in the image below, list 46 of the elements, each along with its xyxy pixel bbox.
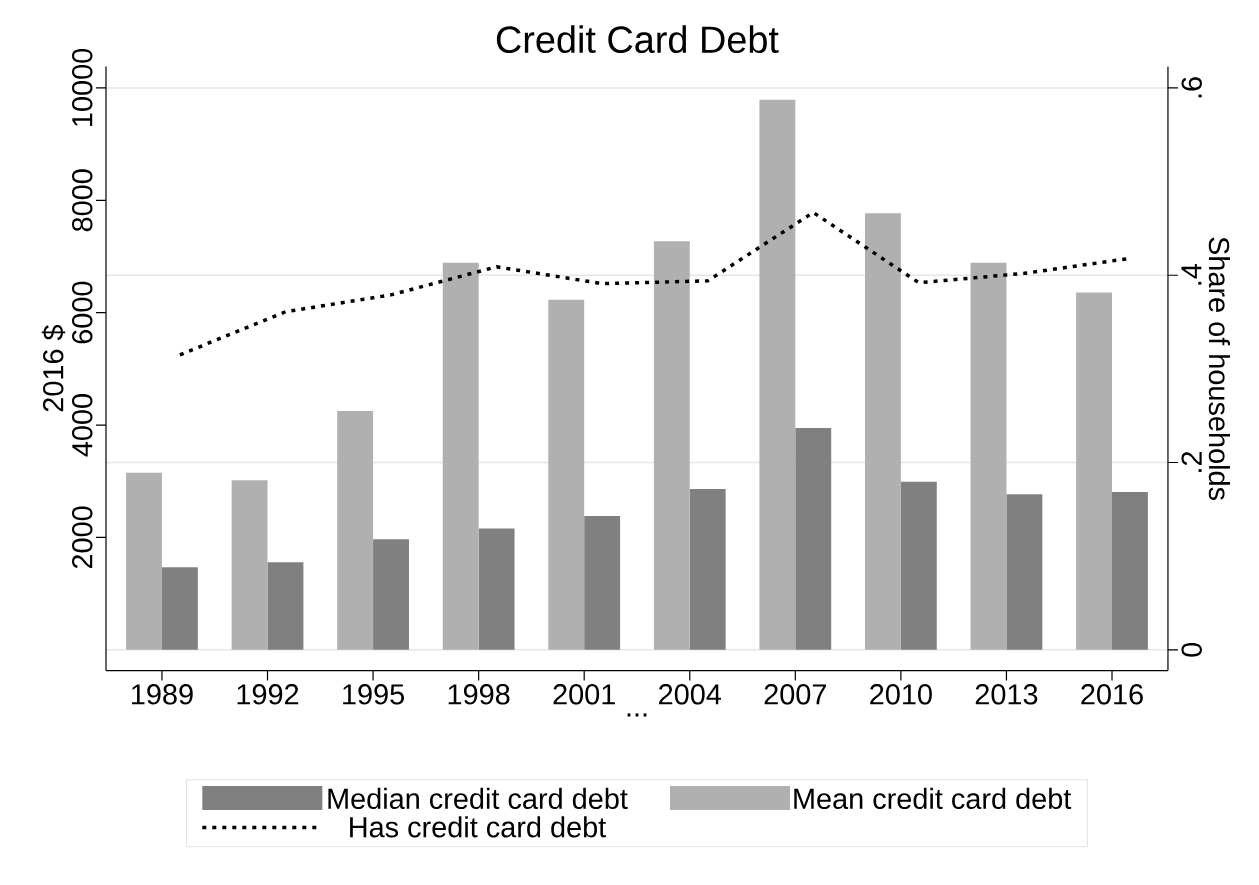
bar: [865, 213, 901, 650]
y-axis-title: 2016 $: [41, 324, 66, 412]
x-tick-label: 1998: [448, 684, 510, 705]
x-tick-label: 1995: [343, 684, 404, 705]
y2-tick-label: .4: [1181, 264, 1202, 285]
y-tick-label: 4000: [72, 394, 93, 457]
bar: [689, 489, 726, 650]
bar: [1006, 494, 1043, 650]
y-tick-label: 8000: [72, 169, 93, 232]
x-tick-label: 2010: [870, 684, 932, 705]
legend-label: Median credit card debt: [328, 787, 628, 810]
bar: [442, 262, 479, 650]
y2-tick-label: 0: [1181, 642, 1202, 657]
y2-tick-label: .2: [1181, 451, 1202, 472]
bar: [900, 481, 937, 650]
bar: [267, 562, 304, 650]
bar: [795, 427, 832, 650]
bar: [337, 411, 374, 650]
y-tick-label: 6000: [72, 281, 93, 344]
bar: [231, 480, 268, 650]
bar: [653, 241, 690, 650]
x-tick-label: 1992: [237, 684, 299, 705]
x-tick-label: 2007: [764, 684, 826, 705]
y-tick-label: 10000: [72, 48, 93, 126]
y-tick-label: 2000: [72, 506, 93, 569]
bar: [161, 567, 198, 650]
bar: [584, 516, 621, 650]
x-tick-label: 2016: [1081, 684, 1143, 705]
x-tick-label: 2001: [553, 684, 615, 705]
bar: [548, 299, 585, 650]
x-tick-label: 1989: [132, 684, 193, 705]
y2-axis-title: Share of households: [1208, 237, 1230, 500]
bar: [126, 472, 162, 650]
bar: [1112, 491, 1148, 650]
bar: [759, 99, 796, 650]
x-tick-label: 2013: [975, 684, 1038, 705]
bar: [1076, 292, 1113, 650]
bar: [970, 262, 1007, 650]
legend-label: Mean credit card debt: [794, 787, 1072, 810]
x-axis-title: ...: [627, 713, 647, 717]
y2-tick-label: .6: [1181, 77, 1202, 98]
chart-title: Credit Card Debt: [496, 25, 779, 54]
bar: [373, 539, 409, 650]
x-tick-label: 2004: [659, 684, 722, 705]
bar: [478, 528, 515, 650]
legend-label: Has credit card debt: [350, 816, 607, 838]
